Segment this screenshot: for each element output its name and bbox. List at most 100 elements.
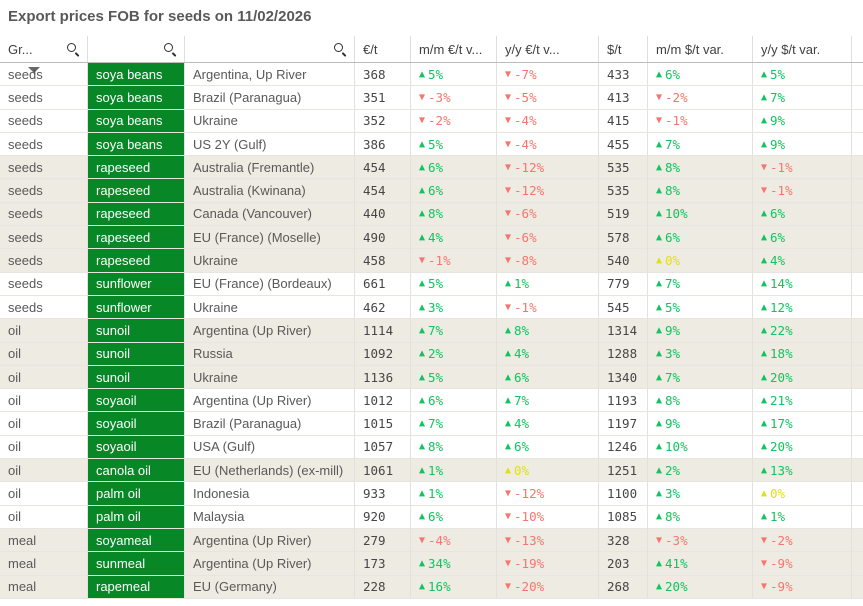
mm-eur-var-cell[interactable]: ▲ 5% — [411, 272, 497, 296]
column-header-eur-per-t[interactable]: €/t — [355, 36, 411, 62]
yy-usd-var-cell[interactable]: ▲ 4% — [753, 249, 852, 273]
product-cell[interactable]: sunflower — [88, 295, 185, 320]
column-header-product[interactable] — [88, 36, 185, 62]
group-cell[interactable]: seeds — [0, 295, 88, 320]
yy-usd-var-cell[interactable]: ▲ 17% — [753, 412, 852, 436]
group-cell[interactable]: oil — [0, 412, 88, 436]
mm-usd-var-cell[interactable]: ▼ -3% — [648, 528, 753, 553]
origin-cell[interactable]: Ukraine — [185, 109, 355, 133]
yy-eur-var-cell[interactable]: ▼ -4% — [497, 132, 599, 157]
group-cell[interactable]: oil — [0, 482, 88, 506]
usd-price-cell[interactable]: 1288 — [599, 342, 648, 366]
eur-price-cell[interactable]: 462 — [355, 295, 411, 320]
mm-usd-var-cell[interactable]: ▲ 6% — [648, 63, 753, 87]
origin-cell[interactable]: EU (Germany) — [185, 575, 355, 599]
usd-price-cell[interactable]: 535 — [599, 156, 648, 180]
origin-cell[interactable]: Malaysia — [185, 505, 355, 529]
eur-price-cell[interactable]: 1061 — [355, 459, 411, 483]
yy-usd-var-cell[interactable]: ▼ -1% — [753, 179, 852, 203]
mm-usd-var-cell[interactable]: ▼ -1% — [648, 109, 753, 133]
usd-price-cell[interactable]: 1314 — [599, 319, 648, 343]
product-cell[interactable]: rapeseed — [88, 156, 185, 180]
search-icon[interactable] — [333, 42, 347, 56]
origin-cell[interactable]: Ukraine — [185, 249, 355, 273]
yy-usd-var-cell[interactable]: ▼ -2% — [753, 528, 852, 553]
yy-usd-var-cell[interactable]: ▲ 20% — [753, 365, 852, 390]
origin-cell[interactable]: Ukraine — [185, 365, 355, 390]
column-header-usd-per-t[interactable]: $/t — [599, 36, 648, 62]
yy-usd-var-cell[interactable]: ▲ 6% — [753, 202, 852, 227]
yy-eur-var-cell[interactable]: ▲ 8% — [497, 319, 599, 343]
mm-eur-var-cell[interactable]: ▲ 2% — [411, 342, 497, 366]
yy-eur-var-cell[interactable]: ▼ -7% — [497, 63, 599, 87]
product-cell[interactable]: palm oil — [88, 505, 185, 529]
group-cell[interactable]: seeds — [0, 132, 88, 157]
product-cell[interactable]: sunoil — [88, 365, 185, 390]
yy-usd-var-cell[interactable]: ▲ 22% — [753, 319, 852, 343]
product-cell[interactable]: canola oil — [88, 459, 185, 483]
yy-eur-var-cell[interactable]: ▲ 4% — [497, 412, 599, 436]
origin-cell[interactable]: Russia — [185, 342, 355, 366]
yy-eur-var-cell[interactable]: ▲ 0% — [497, 459, 599, 483]
mm-eur-var-cell[interactable]: ▲ 8% — [411, 202, 497, 227]
eur-price-cell[interactable]: 351 — [355, 86, 411, 110]
product-cell[interactable]: rapemeal — [88, 575, 185, 599]
mm-eur-var-cell[interactable]: ▲ 3% — [411, 295, 497, 320]
mm-usd-var-cell[interactable]: ▲ 5% — [648, 295, 753, 320]
origin-cell[interactable]: US 2Y (Gulf) — [185, 132, 355, 157]
group-cell[interactable]: seeds — [0, 179, 88, 203]
group-cell[interactable]: seeds — [0, 249, 88, 273]
group-cell[interactable]: meal — [0, 552, 88, 576]
product-cell[interactable]: rapeseed — [88, 226, 185, 250]
origin-cell[interactable]: Argentina (Up River) — [185, 319, 355, 343]
mm-eur-var-cell[interactable]: ▲ 5% — [411, 365, 497, 390]
mm-usd-var-cell[interactable]: ▲ 9% — [648, 319, 753, 343]
product-cell[interactable]: rapeseed — [88, 202, 185, 227]
mm-usd-var-cell[interactable]: ▲ 10% — [648, 202, 753, 227]
yy-usd-var-cell[interactable]: ▲ 7% — [753, 86, 852, 110]
yy-usd-var-cell[interactable]: ▼ -9% — [753, 575, 852, 599]
origin-cell[interactable]: EU (France) (Moselle) — [185, 226, 355, 250]
yy-eur-var-cell[interactable]: ▼ -20% — [497, 575, 599, 599]
yy-usd-var-cell[interactable]: ▲ 13% — [753, 459, 852, 483]
yy-eur-var-cell[interactable]: ▼ -19% — [497, 552, 599, 576]
eur-price-cell[interactable]: 920 — [355, 505, 411, 529]
mm-usd-var-cell[interactable]: ▲ 41% — [648, 552, 753, 576]
group-cell[interactable]: seeds — [0, 202, 88, 227]
origin-cell[interactable]: Argentina (Up River) — [185, 528, 355, 553]
group-cell[interactable]: oil — [0, 342, 88, 366]
column-header-mm-usd-var[interactable]: m/m $/t var. — [648, 36, 753, 62]
eur-price-cell[interactable]: 454 — [355, 156, 411, 180]
eur-price-cell[interactable]: 1015 — [355, 412, 411, 436]
usd-price-cell[interactable]: 578 — [599, 226, 648, 250]
yy-usd-var-cell[interactable]: ▲ 21% — [753, 389, 852, 413]
column-header-yy-eur-var[interactable]: y/y €/t v... — [497, 36, 599, 62]
group-cell[interactable]: seeds — [0, 63, 88, 87]
eur-price-cell[interactable]: 1057 — [355, 435, 411, 460]
yy-eur-var-cell[interactable]: ▲ 4% — [497, 342, 599, 366]
usd-price-cell[interactable]: 540 — [599, 249, 648, 273]
mm-eur-var-cell[interactable]: ▲ 4% — [411, 226, 497, 250]
eur-price-cell[interactable]: 661 — [355, 272, 411, 296]
mm-eur-var-cell[interactable]: ▼ -2% — [411, 109, 497, 133]
eur-price-cell[interactable]: 352 — [355, 109, 411, 133]
eur-price-cell[interactable]: 228 — [355, 575, 411, 599]
mm-eur-var-cell[interactable]: ▲ 6% — [411, 389, 497, 413]
origin-cell[interactable]: Brazil (Paranagua) — [185, 86, 355, 110]
mm-usd-var-cell[interactable]: ▲ 3% — [648, 482, 753, 506]
usd-price-cell[interactable]: 1085 — [599, 505, 648, 529]
group-cell[interactable]: oil — [0, 435, 88, 460]
group-cell[interactable]: seeds — [0, 226, 88, 250]
mm-eur-var-cell[interactable]: ▲ 34% — [411, 552, 497, 576]
group-cell[interactable]: meal — [0, 575, 88, 599]
origin-cell[interactable]: Argentina, Up River — [185, 63, 355, 87]
origin-cell[interactable]: Australia (Kwinana) — [185, 179, 355, 203]
yy-eur-var-cell[interactable]: ▼ -12% — [497, 156, 599, 180]
product-cell[interactable]: sunoil — [88, 319, 185, 343]
mm-usd-var-cell[interactable]: ▲ 7% — [648, 272, 753, 296]
origin-cell[interactable]: Australia (Fremantle) — [185, 156, 355, 180]
usd-price-cell[interactable]: 415 — [599, 109, 648, 133]
product-cell[interactable]: soya beans — [88, 132, 185, 157]
yy-usd-var-cell[interactable]: ▼ -1% — [753, 156, 852, 180]
product-cell[interactable]: sunoil — [88, 342, 185, 366]
